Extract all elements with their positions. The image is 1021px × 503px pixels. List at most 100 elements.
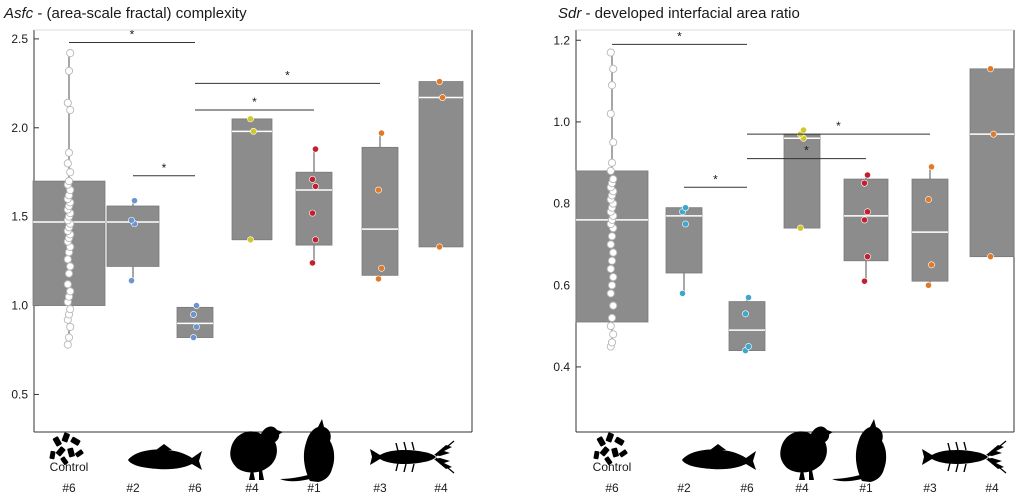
data-point — [987, 253, 994, 261]
group-label: #3 — [373, 481, 387, 495]
data-point — [63, 280, 72, 289]
data-point — [312, 183, 319, 190]
data-point — [190, 311, 197, 318]
data-point — [63, 159, 72, 168]
data-point — [312, 145, 319, 153]
y-tick-label: 1.2 — [553, 33, 570, 47]
y-tick-label: 1.0 — [11, 299, 28, 313]
chart-title: Sdr - developed interfacial area ratio — [558, 5, 800, 22]
box — [361, 146, 399, 276]
data-point — [247, 115, 254, 123]
y-tick-label: 0.8 — [553, 197, 570, 211]
data-point — [606, 240, 615, 249]
data-point — [861, 277, 868, 285]
group-label: #4 — [795, 481, 809, 495]
group-label: #4 — [985, 481, 999, 495]
chart-title: Asfc - (area-scale fractal) complexity — [3, 5, 247, 22]
data-point — [609, 330, 618, 339]
data-point — [375, 275, 382, 283]
significance-star: * — [713, 172, 718, 186]
significance-star: * — [804, 144, 809, 158]
data-point — [800, 126, 807, 134]
data-point — [606, 289, 615, 298]
data-point — [682, 204, 689, 212]
data-point — [66, 49, 75, 58]
data-point — [193, 302, 200, 309]
title-symbol: Asfc — [3, 5, 34, 22]
data-point — [64, 177, 74, 186]
title-text: - (area-scale fractal) complexity — [33, 5, 247, 22]
animal-icons — [49, 419, 455, 482]
data-point — [66, 322, 75, 331]
group-label: #6 — [740, 481, 754, 495]
group-label-top: Control — [593, 460, 632, 474]
data-point — [606, 109, 615, 118]
data-point — [63, 340, 72, 349]
data-point — [679, 290, 686, 297]
data-point — [64, 333, 74, 342]
data-point — [250, 127, 257, 135]
data-point — [64, 269, 74, 278]
data-point — [609, 273, 618, 282]
group-label: #6 — [605, 481, 619, 495]
data-point — [63, 98, 72, 107]
data-point — [607, 81, 617, 90]
data-point — [66, 262, 75, 271]
box — [231, 118, 273, 241]
data-point — [607, 338, 617, 347]
panel-asfc: Asfc - (area-scale fractal) complexity 0… — [3, 5, 473, 495]
data-point — [987, 65, 994, 73]
data-point — [990, 130, 997, 138]
group-label: #2 — [677, 481, 691, 495]
fish-icon — [682, 444, 756, 470]
data-point — [309, 259, 316, 267]
data-point — [131, 197, 138, 205]
group-label: #3 — [923, 481, 937, 495]
data-point — [609, 138, 618, 147]
data-point — [378, 129, 385, 137]
data-point — [861, 179, 868, 187]
significance-star: * — [252, 95, 257, 109]
data-point — [439, 94, 446, 101]
data-point — [861, 216, 868, 224]
data-point — [742, 310, 749, 318]
group-label-top: Control — [50, 460, 89, 474]
box — [295, 171, 333, 246]
data-point — [745, 294, 752, 301]
data-point — [925, 196, 932, 203]
data-point — [607, 313, 617, 322]
y-tick-label: 2.5 — [11, 32, 28, 46]
data-point — [378, 264, 385, 272]
group-label: #4 — [434, 481, 448, 495]
fish-icon — [128, 444, 202, 470]
data-point — [606, 322, 615, 331]
data-point — [607, 281, 617, 290]
data-point — [745, 343, 752, 350]
y-tick-label: 1.0 — [553, 115, 570, 129]
data-point — [312, 236, 319, 244]
panel-sdr: Sdr - developed interfacial area ratio 0… — [553, 5, 1015, 495]
animal-icons — [593, 419, 1007, 482]
data-point — [606, 264, 615, 273]
box — [418, 81, 464, 248]
significance-star: * — [836, 119, 841, 133]
box — [969, 68, 1015, 258]
data-point — [682, 220, 689, 228]
box — [783, 133, 821, 229]
plot-area: 0.4 0.6 0.8 1.0 1.2 * * * * — [553, 29, 1015, 433]
group-label: #2 — [126, 481, 140, 495]
significance-star: * — [162, 161, 167, 175]
data-point — [609, 64, 618, 73]
data-point — [193, 323, 200, 331]
quail-icon — [780, 426, 833, 480]
group-label: #6 — [62, 481, 76, 495]
data-point — [375, 186, 382, 194]
data-point — [864, 208, 871, 216]
data-point — [609, 248, 618, 257]
data-point — [609, 175, 618, 184]
data-point — [928, 163, 935, 171]
group-label: #1 — [859, 481, 873, 495]
data-point — [609, 301, 618, 310]
data-point — [190, 334, 197, 341]
